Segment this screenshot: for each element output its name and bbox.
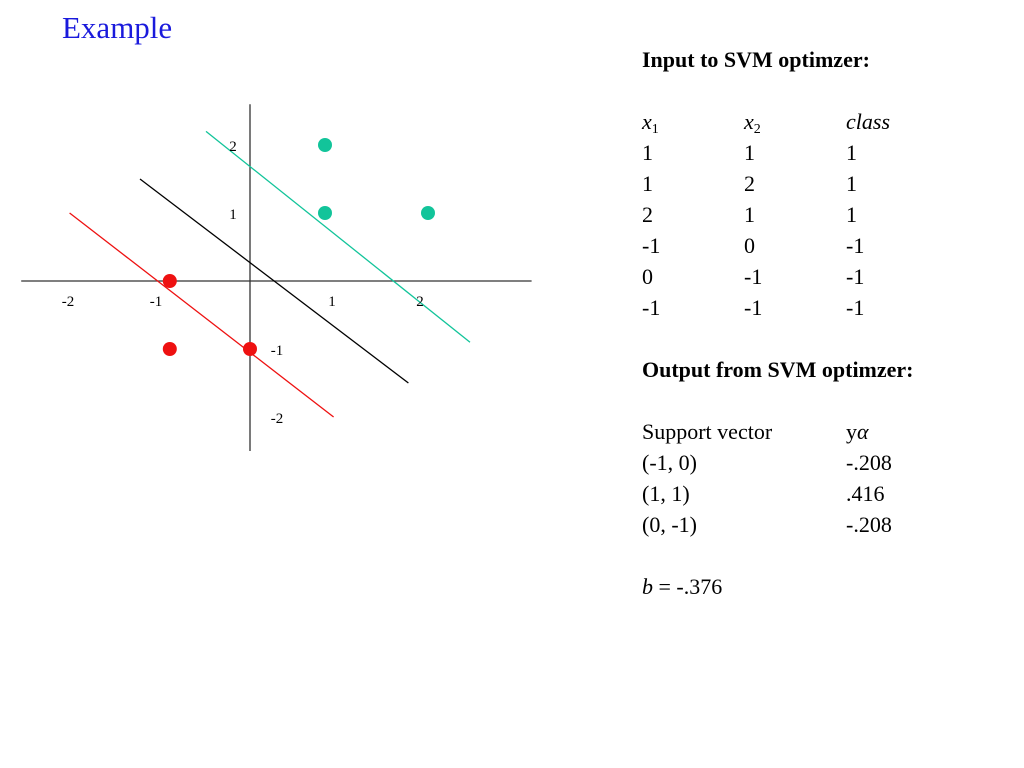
table-row: -1 0 -1	[642, 230, 914, 261]
sv-row: (0, -1) -.208	[642, 509, 914, 540]
table-cell: -1	[642, 295, 661, 320]
y-alpha-cell: .416	[846, 481, 885, 506]
support-vector-cell: (0, -1)	[642, 512, 697, 537]
col-header-x2: x2	[744, 106, 846, 137]
output-heading: Output from SVM optimzer:	[642, 357, 914, 382]
x-tick-label: -2	[62, 294, 75, 310]
x-letter: x	[744, 109, 754, 134]
col-header-x1: x1	[642, 106, 744, 137]
data-point	[421, 206, 435, 220]
b-symbol: b	[642, 574, 653, 599]
sv-header-yalpha: yα	[846, 416, 869, 447]
bias-line: b = -.376	[642, 571, 914, 602]
data-point	[162, 274, 177, 288]
data-point	[318, 138, 332, 152]
table-cell: 1	[744, 140, 755, 165]
b-value: = -.376	[653, 574, 723, 599]
y-letter: y	[846, 419, 857, 444]
x1-subscript: 1	[651, 122, 659, 137]
table-cell: 1	[744, 202, 755, 227]
input-heading: Input to SVM optimzer:	[642, 47, 870, 72]
svm-scatter-plot: -2 -1 1 2 2 1 -1 -2	[21, 104, 532, 451]
table-cell: 2	[642, 202, 653, 227]
table-cell: 1	[642, 171, 653, 196]
y-tick-label: -2	[271, 411, 284, 427]
table-cell: 0	[642, 264, 653, 289]
data-point	[162, 342, 177, 356]
table-cell: -1	[744, 295, 763, 320]
x-tick-label: 2	[416, 294, 424, 310]
table-row: 1 2 1	[642, 168, 914, 199]
spacer	[642, 385, 914, 416]
support-vector-cell: (-1, 0)	[642, 450, 697, 475]
table-cell: -1	[846, 264, 865, 289]
table-cell: -1	[642, 233, 661, 258]
table-cell: 1	[846, 140, 857, 165]
table-row: 0 -1 -1	[642, 261, 914, 292]
table-cell: -1	[846, 233, 865, 258]
table-cell: 2	[744, 171, 755, 196]
data-point	[243, 342, 257, 356]
table-row: -1 -1 -1	[642, 292, 914, 323]
y-tick-label: -1	[271, 343, 284, 359]
x-letter: x	[642, 109, 652, 134]
separating-hyperplane	[139, 178, 409, 384]
table-cell: 1	[846, 171, 857, 196]
slide-title: Example	[62, 10, 173, 45]
col-header-class: class	[846, 109, 890, 134]
y-alpha-cell: -.208	[846, 512, 892, 537]
table-row: 1 1 1	[642, 137, 914, 168]
spacer	[642, 75, 914, 106]
sv-header-label: Support vector	[642, 419, 773, 444]
table-cell: 1	[846, 202, 857, 227]
sv-row: (1, 1) .416	[642, 478, 914, 509]
x-tick-label: -1	[150, 294, 163, 310]
sv-header-row: Support vector yα	[642, 416, 914, 447]
support-vector-cell: (1, 1)	[642, 481, 690, 506]
x2-subscript: 2	[753, 122, 761, 137]
x-tick-label: 1	[328, 294, 336, 310]
sv-table-body: (-1, 0) -.208 (1, 1) .416 (0, -1) -.208	[642, 447, 914, 540]
table-cell: -1	[744, 264, 763, 289]
alpha-letter: α	[857, 419, 869, 444]
table-cell: -1	[846, 295, 865, 320]
margin-line	[205, 130, 471, 343]
input-table-body: 1 1 1 1 2 1 2 1 1 -1 0 -1 0 -1 -1 -1 -1 -1	[642, 137, 914, 323]
table-row: 2 1 1	[642, 199, 914, 230]
table-cell: 1	[642, 140, 653, 165]
data-point	[318, 206, 332, 220]
y-alpha-cell: -.208	[846, 450, 892, 475]
table-header-row: x1 x2 class	[642, 106, 914, 137]
table-cell: 0	[744, 233, 755, 258]
margin-line	[69, 212, 334, 418]
y-tick-label: 1	[229, 207, 237, 223]
spacer	[642, 323, 914, 354]
y-tick-label: 2	[229, 139, 237, 155]
spacer	[642, 540, 914, 571]
sv-row: (-1, 0) -.208	[642, 447, 914, 478]
